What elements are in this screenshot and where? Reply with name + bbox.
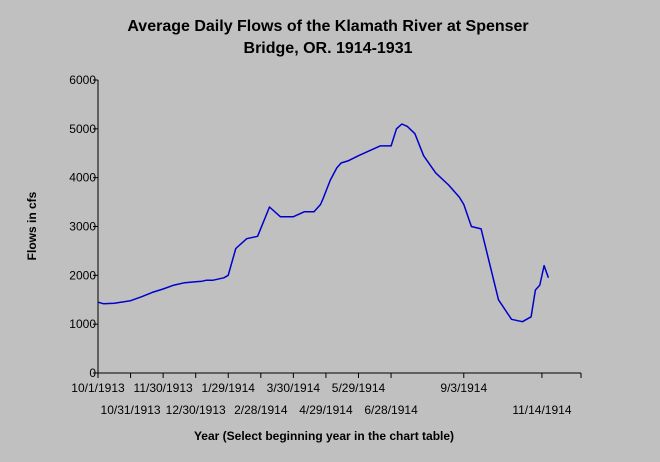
y-tick-label: 3000 bbox=[69, 220, 96, 234]
x-tick-label: 12/30/1913 bbox=[166, 403, 226, 417]
x-tick-label: 6/28/1914 bbox=[364, 403, 418, 417]
plot-area bbox=[97, 123, 550, 323]
series-line-0 bbox=[97, 123, 550, 323]
y-tick-label: 2000 bbox=[69, 268, 96, 282]
x-tick-label: 2/28/1914 bbox=[234, 403, 288, 417]
x-tick-label: 1/29/1914 bbox=[202, 381, 256, 395]
y-tick-label: 0 bbox=[89, 366, 96, 380]
x-tick-label: 4/29/1914 bbox=[299, 403, 353, 417]
x-tick-label: 9/3/1914 bbox=[440, 381, 487, 395]
x-axis-label: Year (Select beginning year in the chart… bbox=[194, 429, 454, 443]
x-tick-label: 11/30/1913 bbox=[134, 381, 193, 395]
y-axis-label: Flows in cfs bbox=[25, 191, 39, 260]
chart-title-line-1: Average Daily Flows of the Klamath River… bbox=[127, 18, 528, 35]
y-tick-label: 6000 bbox=[69, 73, 96, 87]
x-tick-label: 10/31/1913 bbox=[101, 403, 161, 417]
chart-title-line-2: Bridge, OR. 1914-1931 bbox=[244, 40, 413, 57]
y-tick-label: 5000 bbox=[69, 122, 96, 136]
x-tick-label: 5/29/1914 bbox=[332, 381, 386, 395]
x-tick-label: 10/1/1913 bbox=[71, 381, 125, 395]
x-axis: 10/1/1913 11/30/1913 1/29/1914 3/30/1914 5/2… bbox=[71, 372, 582, 417]
y-tick-label: 1000 bbox=[69, 317, 96, 331]
y-axis: 0 1000 2000 3000 4000 5000 6000 bbox=[69, 73, 99, 380]
y-tick-label: 4000 bbox=[69, 171, 96, 185]
x-tick-label: 3/30/1914 bbox=[267, 381, 321, 395]
x-tick-label: 11/14/1914 bbox=[512, 403, 571, 417]
